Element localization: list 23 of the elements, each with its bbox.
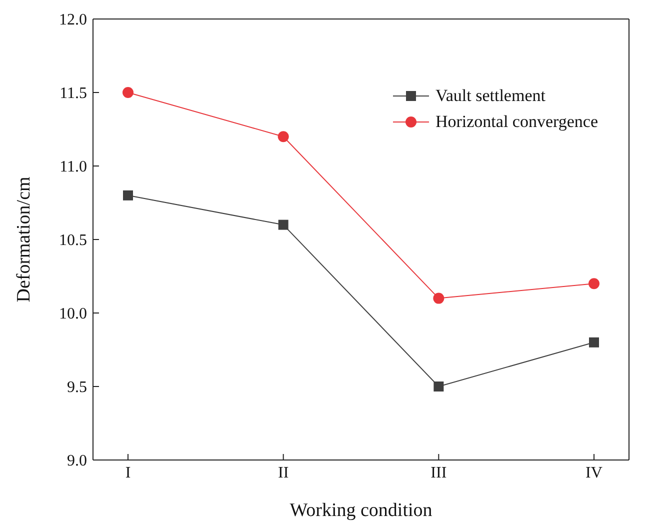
x-axis-title: Working condition — [290, 500, 433, 521]
x-tick-label: III — [430, 464, 447, 482]
y-tick-label: 9.5 — [67, 379, 87, 396]
y-axis-title: Deformation/cm — [14, 176, 35, 302]
point — [122, 87, 134, 98]
point — [434, 382, 444, 392]
legend-label: Vault settlement — [435, 85, 546, 107]
y-tick-label: 11.5 — [60, 85, 87, 102]
point — [278, 220, 288, 230]
y-tick-label: 12.0 — [59, 12, 87, 29]
y-tick-label: 10.0 — [59, 306, 87, 323]
point — [589, 337, 599, 348]
y-tick-label: 11.0 — [60, 158, 87, 176]
x-tick-label: II — [278, 464, 289, 482]
x-tick-label: I — [125, 464, 131, 482]
point — [123, 190, 133, 200]
point — [588, 278, 600, 290]
x-tick-label: IV — [586, 464, 603, 482]
point — [433, 292, 444, 304]
legend-label: Horizontal convergence — [435, 111, 598, 133]
y-tick-label: 9.0 — [67, 452, 87, 470]
point — [278, 131, 289, 142]
y-tick-label: 10.5 — [59, 232, 87, 250]
